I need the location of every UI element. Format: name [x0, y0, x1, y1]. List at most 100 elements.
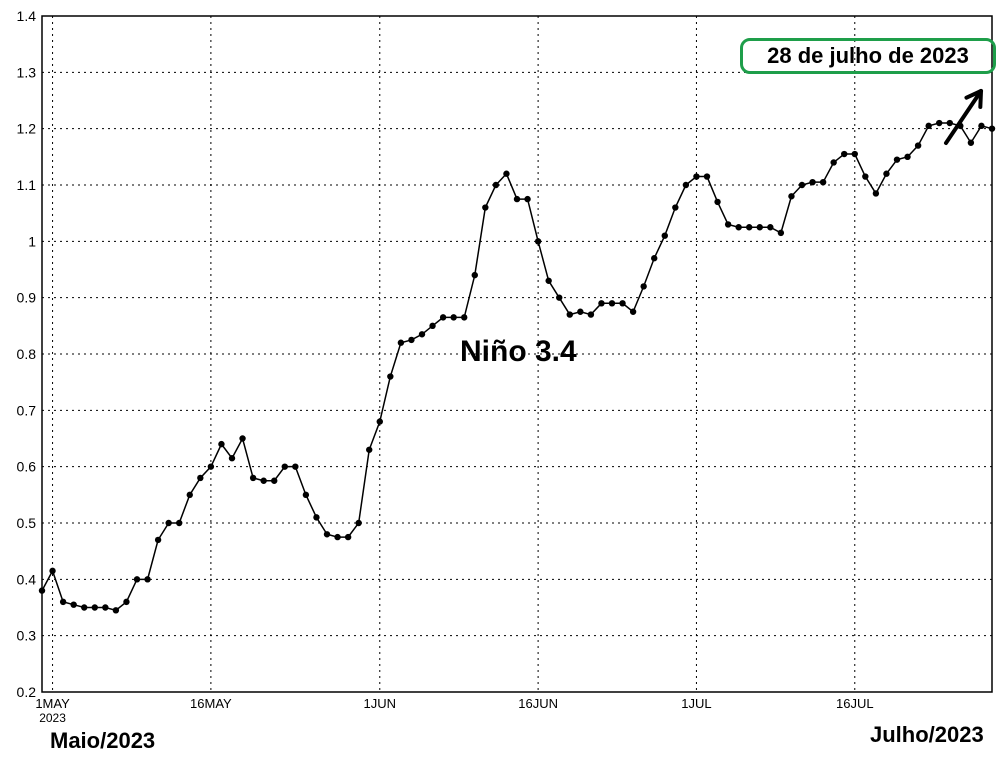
series-marker	[830, 159, 836, 165]
series-marker	[662, 233, 668, 239]
series-marker	[577, 309, 583, 315]
x-tick-label: 16JUN	[518, 696, 558, 711]
series-marker	[92, 604, 98, 610]
x-tick-label: 16JUL	[836, 696, 874, 711]
series-marker	[714, 199, 720, 205]
series-marker	[862, 173, 868, 179]
series-marker	[757, 224, 763, 230]
series-marker	[693, 173, 699, 179]
series-marker	[609, 300, 615, 306]
series-marker	[450, 314, 456, 320]
series-marker	[218, 441, 224, 447]
series-marker	[524, 196, 530, 202]
series-marker	[429, 323, 435, 329]
y-tick-label: 1.4	[17, 8, 37, 24]
series-marker	[725, 221, 731, 227]
series-marker	[39, 587, 45, 593]
chart-canvas: 0.20.30.40.50.60.70.80.911.11.21.31.41MA…	[0, 0, 1000, 759]
series-marker	[461, 314, 467, 320]
series-marker	[936, 120, 942, 126]
series-marker	[398, 340, 404, 346]
series-marker	[545, 278, 551, 284]
y-tick-label: 0.6	[17, 459, 37, 475]
series-marker	[556, 294, 562, 300]
series-marker	[852, 151, 858, 157]
series-marker	[968, 140, 974, 146]
series-marker	[989, 125, 995, 131]
series-marker	[345, 534, 351, 540]
x-axis-start-label: Maio/2023	[50, 728, 155, 754]
x-tick-sublabel: 2023	[39, 711, 66, 725]
series-marker	[366, 447, 372, 453]
series-marker	[767, 224, 773, 230]
series-marker	[239, 435, 245, 441]
series-marker	[250, 475, 256, 481]
series-marker	[313, 514, 319, 520]
date-highlight-box: 28 de julho de 2023	[740, 38, 996, 74]
series-marker	[134, 576, 140, 582]
series-marker	[841, 151, 847, 157]
x-tick-label: 1JUN	[364, 696, 397, 711]
series-marker	[303, 492, 309, 498]
series-marker	[746, 224, 752, 230]
y-tick-label: 1	[28, 233, 36, 249]
series-marker	[176, 520, 182, 526]
series-marker	[208, 463, 214, 469]
series-marker	[408, 337, 414, 343]
series-marker	[873, 190, 879, 196]
series-marker	[197, 475, 203, 481]
series-marker	[598, 300, 604, 306]
series-marker	[704, 173, 710, 179]
series-marker	[640, 283, 646, 289]
series-marker	[567, 311, 573, 317]
series-marker	[334, 534, 340, 540]
series-marker	[514, 196, 520, 202]
series-marker	[102, 604, 108, 610]
series-marker	[735, 224, 741, 230]
series-marker	[799, 182, 805, 188]
series-marker	[925, 123, 931, 129]
series-marker	[482, 204, 488, 210]
series-marker	[229, 455, 235, 461]
series-marker	[60, 599, 66, 605]
series-marker	[588, 311, 594, 317]
series-marker	[155, 537, 161, 543]
series-marker	[271, 478, 277, 484]
y-tick-label: 1.2	[17, 121, 37, 137]
x-axis-end-label: Julho/2023	[870, 722, 984, 748]
series-marker	[472, 272, 478, 278]
series-marker	[49, 568, 55, 574]
series-marker	[651, 255, 657, 261]
series-marker	[123, 599, 129, 605]
x-tick-label: 16MAY	[190, 696, 232, 711]
series-marker	[282, 463, 288, 469]
series-marker	[535, 238, 541, 244]
series-marker	[894, 156, 900, 162]
y-tick-label: 0.8	[17, 346, 37, 362]
series-marker	[915, 142, 921, 148]
x-tick-label: 1MAY	[35, 696, 70, 711]
series-marker	[324, 531, 330, 537]
series-marker	[809, 179, 815, 185]
series-marker	[672, 204, 678, 210]
series-marker	[419, 331, 425, 337]
y-tick-label: 1.3	[17, 64, 37, 80]
series-marker	[165, 520, 171, 526]
y-tick-label: 0.3	[17, 628, 37, 644]
series-marker	[355, 520, 361, 526]
series-marker	[503, 171, 509, 177]
series-marker	[493, 182, 499, 188]
x-tick-label: 1JUL	[681, 696, 711, 711]
series-marker	[70, 601, 76, 607]
y-tick-label: 0.7	[17, 402, 37, 418]
series-label: Niño 3.4	[460, 335, 577, 369]
series-marker	[978, 123, 984, 129]
series-marker	[619, 300, 625, 306]
series-marker	[144, 576, 150, 582]
series-marker	[904, 154, 910, 160]
series-marker	[113, 607, 119, 613]
y-tick-label: 1.1	[17, 177, 37, 193]
y-tick-label: 0.5	[17, 515, 37, 531]
series-marker	[947, 120, 953, 126]
series-marker	[81, 604, 87, 610]
